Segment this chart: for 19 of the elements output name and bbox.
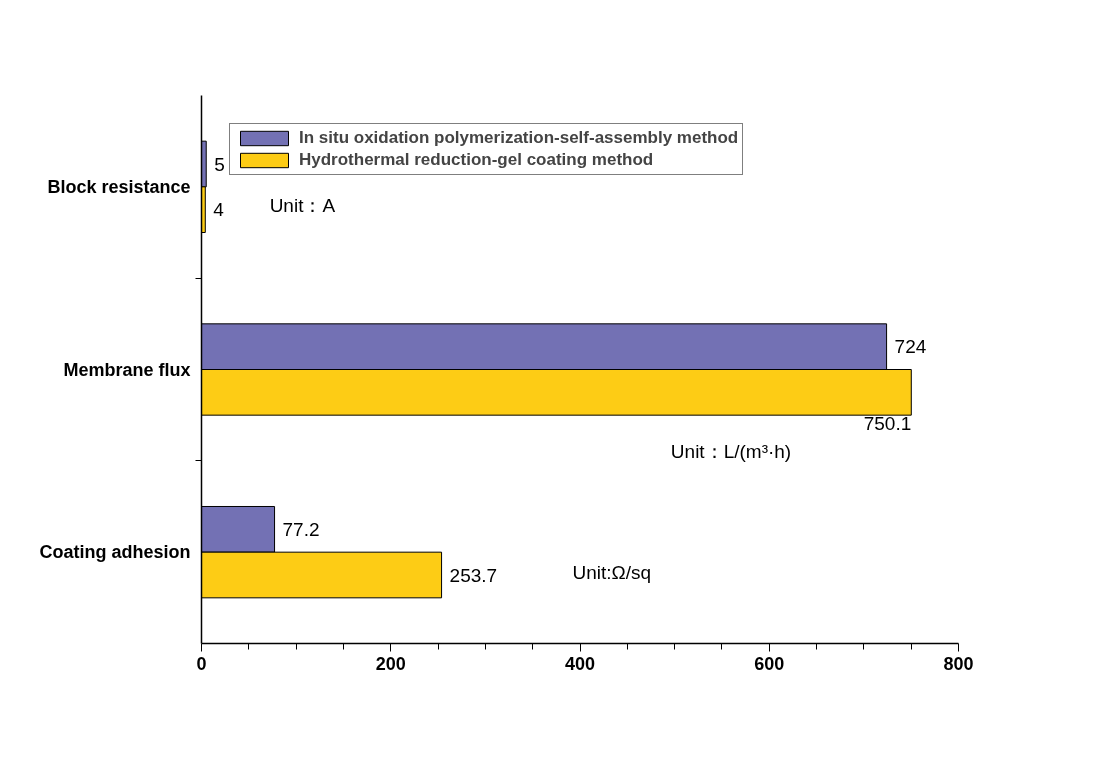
data-label: 253.7	[449, 564, 498, 586]
x-tick-label: 200	[375, 653, 406, 674]
y-tick-label: Coating adhesion	[39, 542, 191, 563]
data-label: 77.2	[282, 518, 320, 540]
legend-label: Hydrothermal reduction-gel coating method	[299, 150, 654, 170]
x-tick-label: 0	[196, 653, 207, 674]
x-tick-label: 400	[564, 653, 596, 674]
data-label: 5	[214, 153, 225, 175]
data-label: 750.1	[863, 413, 912, 435]
annotation: Unit：A	[269, 194, 336, 216]
y-tick-label: Membrane flux	[63, 359, 191, 380]
x-tick-label: 600	[754, 653, 785, 674]
data-label: 724	[894, 336, 927, 358]
legend-label: In situ oxidation polymerization-self-assembly method	[299, 128, 739, 148]
annotation: Unit：L/(m³·h)	[670, 441, 792, 463]
annotation: Unit:Ω/sq	[572, 561, 652, 583]
x-tick-label: 800	[943, 653, 974, 674]
data-label: 4	[213, 199, 225, 221]
y-tick-label: Block resistance	[47, 176, 191, 197]
